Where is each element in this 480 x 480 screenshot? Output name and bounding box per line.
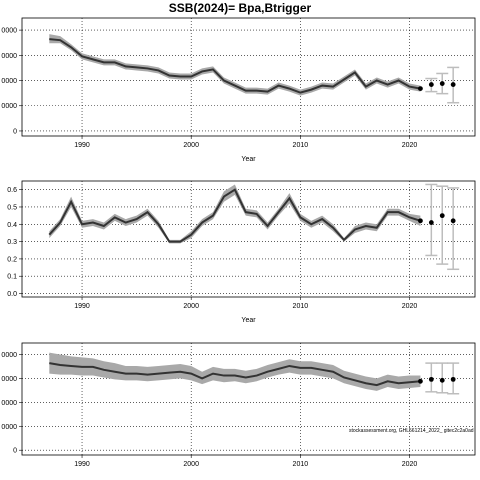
y-tick-label: 0000	[1, 78, 17, 85]
x-tick-label: 2000	[183, 461, 199, 468]
y-tick-label: 0000	[1, 103, 17, 110]
forecast-point	[439, 213, 445, 219]
confidence-band	[49, 184, 421, 244]
y-tick-label: 0.5	[7, 204, 17, 211]
y-tick-label: 0	[13, 448, 17, 455]
x-tick-label: 2010	[293, 142, 309, 149]
forecast-point	[418, 86, 423, 91]
y-tick-label: 0000	[1, 424, 17, 431]
plot-frame	[21, 180, 476, 298]
panels: 1990 2000 2010 202000000000000000000Year199…	[1, 17, 476, 468]
forecast-point	[428, 376, 434, 382]
x-tick-label: 2010	[293, 461, 309, 468]
estimate-line	[49, 362, 421, 387]
x-tick-label: 2010	[293, 303, 309, 310]
y-tick-label: 0000	[1, 53, 17, 60]
figure-title: SSB(2024)= Bpa,Btrigger	[169, 1, 312, 15]
x-axis-label: Year	[241, 156, 256, 163]
x-tick-label: 2020	[402, 461, 418, 468]
plot-frame	[21, 17, 476, 137]
y-tick-label: 0.2	[7, 256, 17, 263]
y-tick-label: 0	[13, 128, 17, 135]
y-tick-label: 0000	[1, 28, 17, 35]
watermark: stockassessment.org, GHL561214_2022_ git…	[349, 428, 474, 434]
y-tick-label: 0.6	[7, 187, 17, 194]
forecast-point	[428, 220, 434, 225]
forecast-point	[439, 81, 445, 86]
x-tick-label: 2000	[183, 303, 199, 310]
estimate-line	[49, 38, 421, 94]
forecast-point	[418, 378, 423, 384]
y-tick-label: 0000	[1, 376, 17, 383]
x-tick-label: 1990	[74, 303, 90, 310]
y-tick-label: 0.0	[7, 291, 17, 298]
y-tick-label: 0000	[1, 400, 17, 407]
x-tick-label: 2020	[402, 303, 418, 310]
forecast-point	[418, 218, 423, 224]
x-tick-label: 1990	[74, 142, 90, 149]
y-tick-label: 0.4	[7, 222, 17, 229]
forecast-point	[428, 82, 434, 87]
x-axis-label: Year	[241, 317, 256, 324]
confidence-band	[49, 352, 421, 391]
y-tick-label: 0000	[1, 352, 17, 359]
forecast-point	[450, 218, 456, 224]
forecast-point	[450, 376, 456, 382]
plot-frame	[21, 342, 476, 456]
forecast-point	[439, 377, 445, 383]
y-tick-label: 0.3	[7, 239, 17, 246]
panel-2: 1990 2000 2010 2020 0.0 0.1 0.2 0.3 0.4 0.5 0.6 Yea…	[7, 180, 476, 324]
x-tick-label: 2020	[402, 142, 418, 149]
x-tick-label: 1990	[74, 461, 90, 468]
forecast-point	[450, 82, 456, 87]
x-tick-label: 2000	[183, 142, 199, 149]
estimate-line	[48, 188, 421, 243]
y-tick-label: 0.1	[7, 274, 17, 281]
